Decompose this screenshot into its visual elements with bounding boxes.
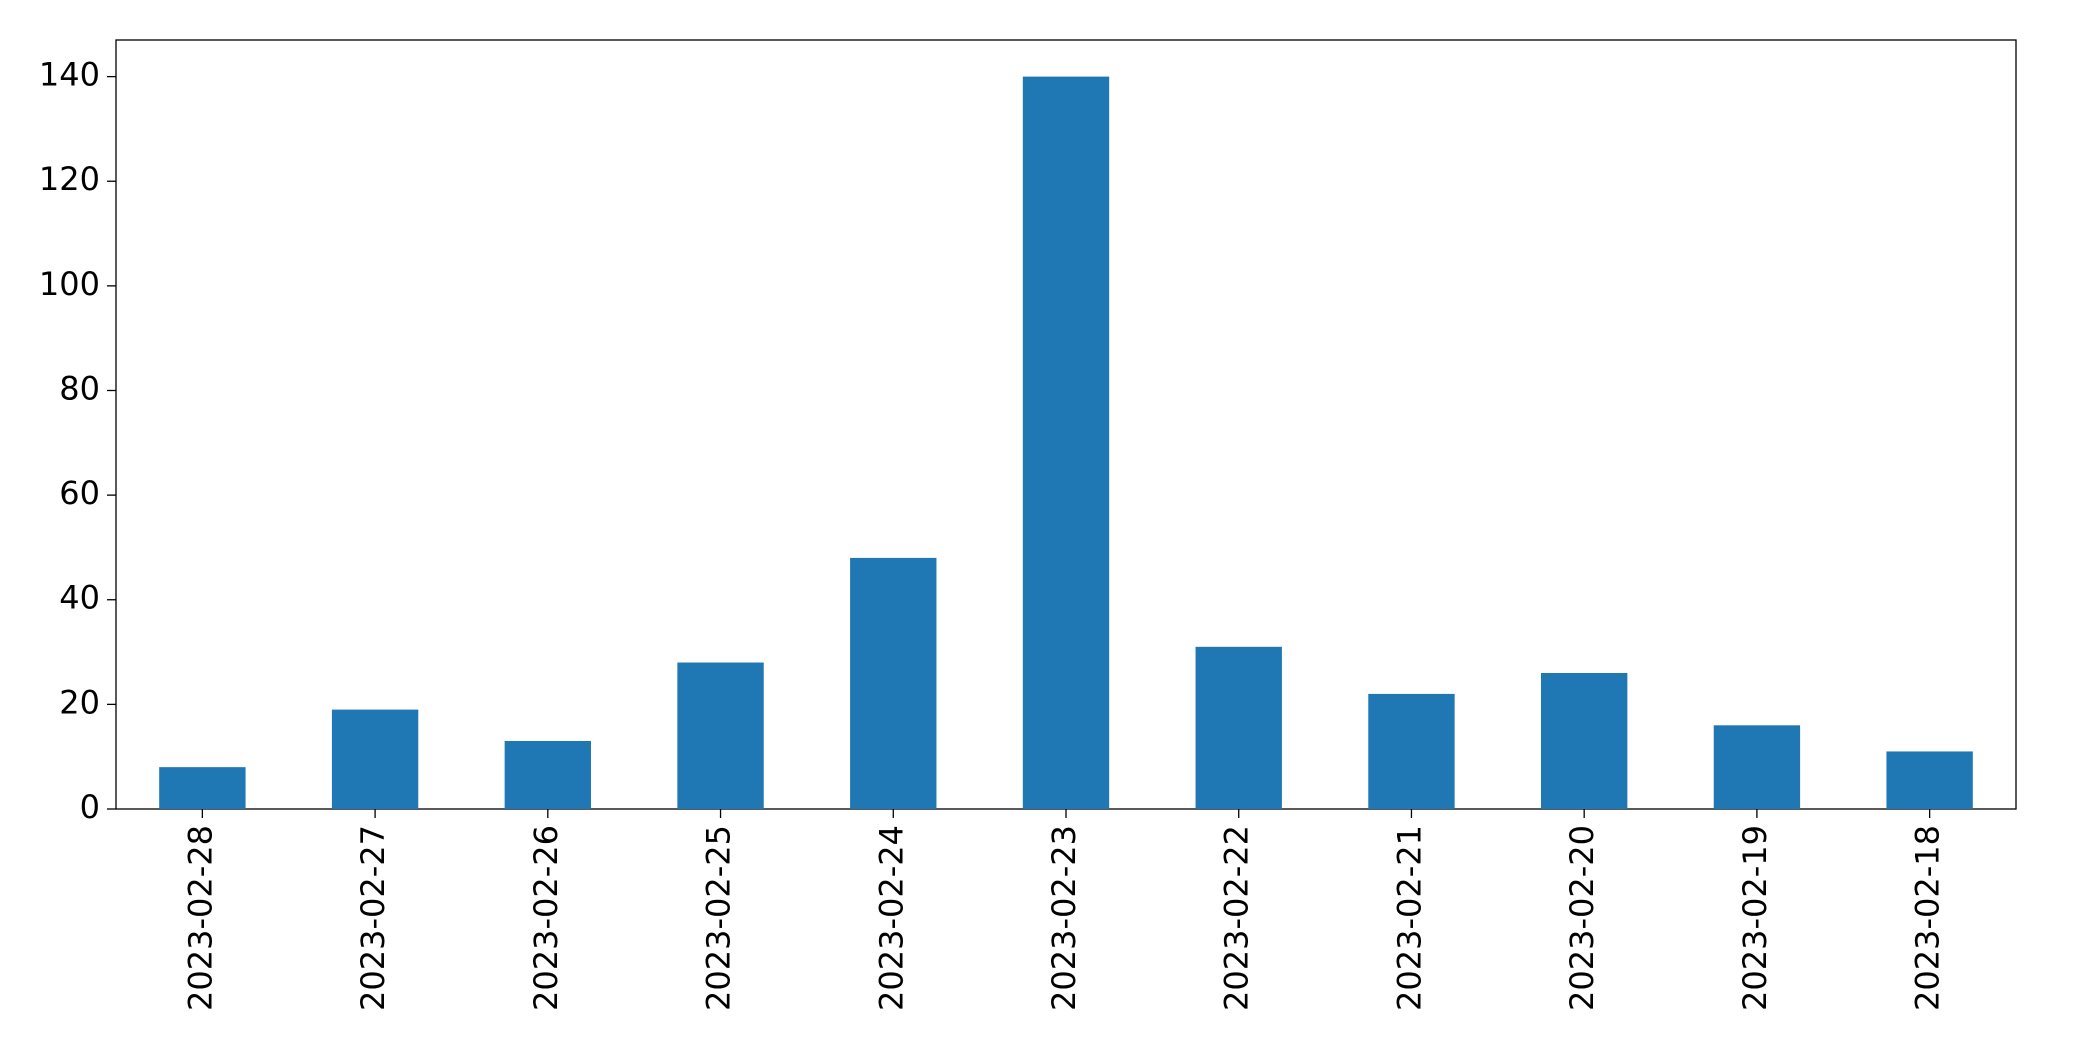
bar xyxy=(850,557,937,809)
bar xyxy=(159,767,246,809)
x-tick-label: 2023-02-21 xyxy=(1390,825,1428,1011)
x-tick-label: 2023-02-20 xyxy=(1563,825,1601,1011)
y-tick-label: 140 xyxy=(39,56,100,94)
bar xyxy=(331,709,419,809)
bar xyxy=(1022,76,1110,810)
bar xyxy=(1886,751,1973,809)
x-tick-label: 2023-02-22 xyxy=(1218,825,1256,1011)
y-tick-label: 80 xyxy=(59,369,100,407)
y-tick-label: 40 xyxy=(59,579,100,617)
x-tick-label: 2023-02-28 xyxy=(181,825,219,1011)
x-tick-label: 2023-02-25 xyxy=(700,825,738,1011)
y-tick-label: 120 xyxy=(39,160,100,198)
y-tick-label: 20 xyxy=(59,683,100,721)
x-tick-label: 2023-02-18 xyxy=(1909,825,1947,1011)
x-tick-label: 2023-02-19 xyxy=(1736,825,1774,1011)
bar xyxy=(1541,672,1628,809)
y-tick-label: 60 xyxy=(59,474,100,512)
x-tick-label: 2023-02-26 xyxy=(527,825,565,1011)
y-tick-label: 100 xyxy=(39,265,100,303)
bar xyxy=(1368,693,1455,809)
bar xyxy=(504,740,591,809)
bar xyxy=(1195,646,1282,809)
bar xyxy=(677,662,764,809)
y-tick-label: 0 xyxy=(80,788,100,826)
bar xyxy=(1713,725,1801,809)
x-tick-label: 2023-02-23 xyxy=(1045,825,1083,1011)
x-tick-label: 2023-02-27 xyxy=(354,825,392,1011)
x-tick-label: 2023-02-24 xyxy=(872,825,910,1011)
